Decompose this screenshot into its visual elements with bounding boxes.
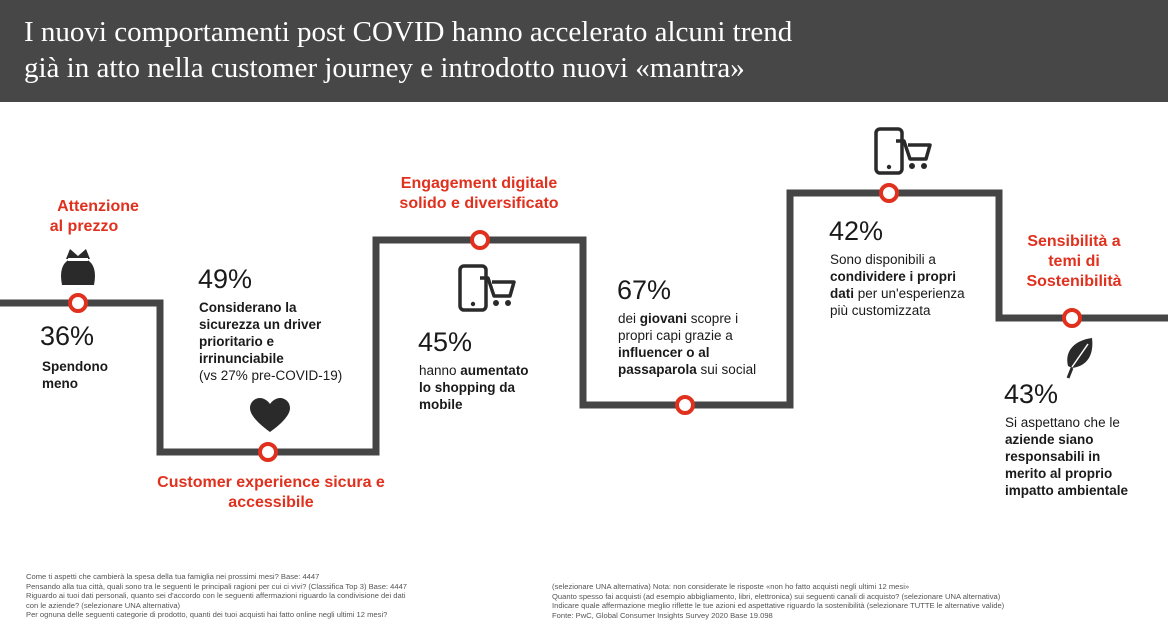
page-title: I nuovi comportamenti post COVID hanno a…: [24, 14, 792, 86]
footnote-left-3: Riguardo ai tuoi dati personali, quanto …: [26, 591, 406, 601]
stage-6-heading: Sensibilità a temi di Sostenibilità: [1012, 232, 1136, 292]
mobile-cart-icon-2: [874, 127, 932, 175]
footnote-right-1: (selezionare UNA alternativa) Nota: non …: [552, 582, 910, 591]
stage-2-desc-l4: irrinunciabile: [199, 351, 284, 366]
leaf-icon: [1066, 338, 1093, 379]
stage-5-desc-l4: più customizzata: [830, 303, 931, 318]
stage-6-desc-l2: aziende siano: [1005, 432, 1094, 447]
stage-4-percent: 67%: [617, 275, 672, 305]
stage-1-desc-l1: Spendono: [42, 359, 108, 374]
stage-4-desc-l1-bold: giovani: [639, 311, 688, 326]
stage-2-heading: Customer experience sicura e accessibile: [147, 473, 395, 513]
stage-3-desc-l1-pre: hanno: [419, 363, 461, 378]
stage-5-desc-l2: condividere i propri: [830, 269, 957, 284]
stage-5-desc-l3-bold: dati: [830, 286, 855, 301]
footnote-left-4: con le aziende? (selezionare UNA alterna…: [26, 600, 181, 610]
stage-3-desc-l3: mobile: [419, 397, 463, 412]
stage-1-heading-l1: Attenzione: [57, 198, 139, 215]
stage-6-heading-l3: Sostenibilità: [1026, 273, 1122, 290]
stage-5-desc-l3-post: per un'esperienza: [854, 286, 965, 301]
journey-line: [0, 189, 1168, 456]
journey-node-2: [258, 442, 278, 462]
stage-6-heading-l1: Sensibilità a: [1027, 233, 1121, 250]
stage-2-desc-l3: prioritario e: [199, 334, 275, 349]
heart-icon: [250, 398, 290, 432]
stage-3-desc-l2: lo shopping da: [419, 380, 515, 395]
mobile-cart-icon-1: [458, 264, 516, 312]
footnote-left-5: Per ognuna delle seguenti categorie di p…: [26, 610, 388, 620]
stage-3-heading-l2: solido e diversificato: [399, 195, 559, 212]
stage-4-desc-l4-post: sui social: [696, 362, 757, 377]
stage-6-desc-l5: impatto ambientale: [1005, 483, 1129, 498]
footnotes-right: (selezionare UNA alternativa) Nota: non …: [552, 582, 1004, 620]
footnote-right-2: Quanto spesso fai acquisti (ad esempio a…: [552, 591, 1001, 601]
journey-node-3: [470, 230, 490, 250]
stage-4-desc: dei giovani scopre i propri capi grazie …: [618, 310, 756, 378]
footnote-right-4: Fonte: PwC, Global Consumer Insights Sur…: [552, 610, 773, 620]
stage-4-desc-l2: propri capi grazie a: [618, 328, 733, 343]
stage-5-desc: Sono disponibili a condividere i propri …: [830, 251, 965, 319]
title-line-2: già in atto nella customer journey e int…: [24, 52, 745, 84]
stage-2-heading-l2: accessibile: [228, 494, 314, 511]
footnote-right-3: Indicare quale affermazione meglio rifle…: [552, 601, 1005, 611]
journey-node-4: [675, 395, 695, 415]
stage-1-heading: Attenzione al prezzo: [40, 197, 156, 237]
stage-6-desc-l4: merito al proprio: [1005, 466, 1113, 481]
stage-2-desc-l1: Considerano la: [199, 300, 297, 315]
stage-6-heading-l2: temi di: [1048, 253, 1100, 270]
stage-3-heading: Engagement digitale solido e diversifica…: [388, 174, 570, 214]
stage-1-desc: Spendono meno: [42, 358, 108, 392]
stage-4-desc-l1-post: scopre i: [687, 311, 739, 326]
stage-2-desc-l2: sicurezza un driver: [199, 317, 322, 332]
stage-1-percent: 36%: [40, 321, 95, 351]
stage-2-percent: 49%: [198, 264, 253, 294]
stage-3-desc: hanno aumentato lo shopping da mobile: [419, 362, 529, 413]
stage-3-desc-l1-bold: aumentato: [460, 363, 529, 378]
stage-2-desc-note: (vs 27% pre-COVID-19): [199, 368, 343, 383]
stage-4-desc-l4-bold: passaparola: [618, 362, 697, 377]
footnote-left-1: Come ti aspetti che cambierà la spesa de…: [26, 572, 320, 581]
journey-node-5: [879, 183, 899, 203]
stage-6-desc: Si aspettano che le aziende siano respon…: [1005, 414, 1128, 499]
stage-5-desc-l1: Sono disponibili a: [830, 252, 936, 267]
stage-3-heading-l1: Engagement digitale: [400, 175, 558, 192]
journey-node-1: [68, 293, 88, 313]
stage-6-desc-l3: responsabili in: [1005, 449, 1101, 464]
wallet-icon: [61, 249, 95, 285]
footnotes-left: Come ti aspetti che cambierà la spesa de…: [26, 572, 407, 620]
stage-1-heading-l2: al prezzo: [49, 218, 119, 235]
stage-2-heading-l1: Customer experience sicura e: [157, 474, 385, 491]
stage-1-desc-l2: meno: [42, 376, 79, 391]
stage-3-percent: 45%: [418, 327, 473, 357]
stage-6-desc-l1: Si aspettano che le: [1005, 415, 1120, 430]
footnote-left-2: Pensando alla tua città, quali sono tra …: [26, 581, 408, 591]
stage-6-percent: 43%: [1004, 379, 1059, 409]
stage-4-desc-l1-pre: dei: [618, 311, 640, 326]
stage-2-desc: Considerano la sicurezza un driver prior…: [199, 299, 342, 384]
stage-4-desc-l3: influencer o al: [618, 345, 710, 360]
stage-5-percent: 42%: [829, 216, 884, 246]
header-bar: I nuovi comportamenti post COVID hanno a…: [0, 0, 1168, 102]
journey-node-6: [1062, 308, 1082, 328]
title-line-1: I nuovi comportamenti post COVID hanno a…: [24, 16, 793, 48]
